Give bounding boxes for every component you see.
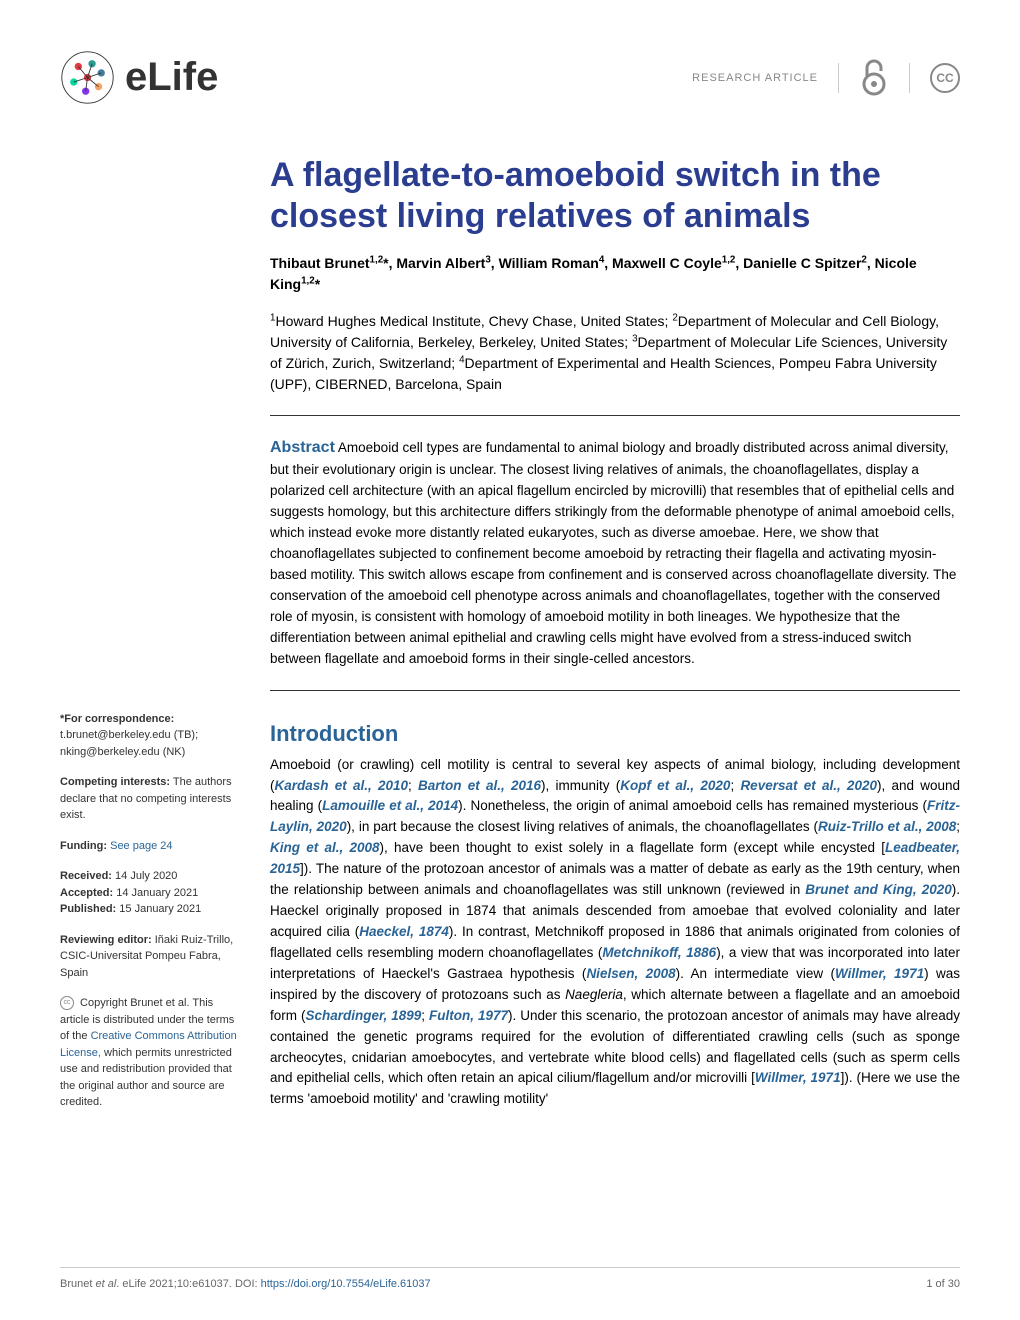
correspondence-email: t.brunet@berkeley.edu (TB); [60,727,240,744]
main-content: *For correspondence: t.brunet@berkeley.e… [60,711,960,1125]
journal-logo: eLife [60,50,218,105]
copyright-section: cc Copyright Brunet et al. This article … [60,995,240,1111]
competing-interests-section: Competing interests: The authors declare… [60,774,240,824]
affiliations-list: 1Howard Hughes Medical Institute, Chevy … [270,311,960,395]
article-header: A flagellate-to-amoeboid switch in the c… [270,155,960,691]
correspondence-section: *For correspondence: t.brunet@berkeley.e… [60,711,240,761]
journal-name: eLife [125,55,218,100]
published-date: 15 January 2021 [116,903,201,915]
article-title: A flagellate-to-amoeboid switch in the c… [270,155,960,237]
abstract-text: Amoeboid cell types are fundamental to a… [270,440,956,666]
accepted-label: Accepted: [60,887,113,899]
funding-link[interactable]: See page 24 [107,840,172,852]
correspondence-email: nking@berkeley.edu (NK) [60,744,240,761]
accepted-date: 14 January 2021 [113,887,198,899]
funding-section: Funding: See page 24 [60,838,240,855]
introduction-heading: Introduction [270,721,960,747]
cc-license-icon: CC [930,63,960,93]
header-meta: RESEARCH ARTICLE CC [692,58,960,98]
cc-icon-small: cc [60,996,74,1010]
competing-label: Competing interests: [60,776,170,788]
introduction-text: Amoeboid (or crawling) cell motility is … [270,755,960,1111]
page-footer: Brunet et al. eLife 2021;10:e61037. DOI:… [60,1267,960,1290]
doi-link[interactable]: https://doi.org/10.7554/eLife.61037 [261,1278,431,1290]
abstract-label: Abstract [270,439,335,456]
abstract: Abstract Amoeboid cell types are fundame… [270,436,960,670]
divider [909,63,910,93]
received-date: 14 July 2020 [112,870,177,882]
divider [270,690,960,691]
page-header: eLife RESEARCH ARTICLE CC [60,50,960,105]
correspondence-label: *For correspondence: [60,711,240,728]
doi-label: DOI: [235,1278,261,1290]
footer-citation: Brunet et al. eLife 2021;10:e61037. DOI:… [60,1278,431,1290]
received-label: Received: [60,870,112,882]
page-number: 1 of 30 [926,1278,960,1290]
article-type-label: RESEARCH ARTICLE [692,72,818,84]
article-body: Introduction Amoeboid (or crawling) cell… [270,711,960,1125]
dates-section: Received: 14 July 2020 Accepted: 14 Janu… [60,868,240,918]
elife-logo-icon [60,50,115,105]
authors-list: Thibaut Brunet1,2*, Marvin Albert3, Will… [270,253,960,295]
editor-label: Reviewing editor: [60,934,152,946]
editor-section: Reviewing editor: Iñaki Ruiz-Trillo, CSI… [60,932,240,982]
sidebar-metadata: *For correspondence: t.brunet@berkeley.e… [60,711,240,1125]
funding-label: Funding: [60,840,107,852]
published-label: Published: [60,903,116,915]
divider [270,415,960,416]
open-access-icon [859,58,889,98]
divider [838,63,839,93]
